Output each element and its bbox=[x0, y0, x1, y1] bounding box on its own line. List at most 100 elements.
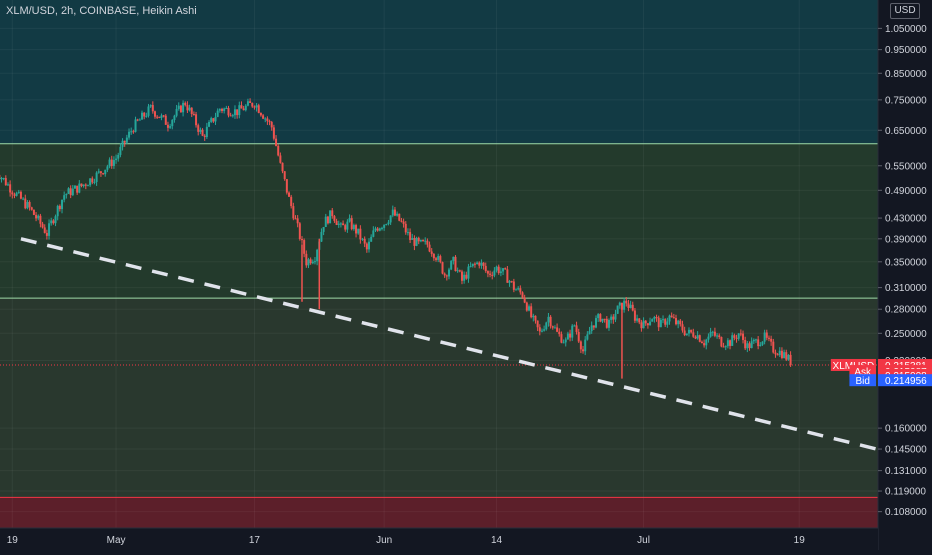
candle-down bbox=[277, 146, 279, 156]
candle-down bbox=[491, 275, 493, 276]
candle-up bbox=[586, 334, 588, 339]
candle-up bbox=[476, 263, 478, 264]
candle-down bbox=[269, 121, 271, 122]
candle-down bbox=[286, 179, 288, 193]
candle-up bbox=[515, 289, 517, 290]
price-tick-label: 0.131000 bbox=[885, 466, 927, 477]
candle-down bbox=[137, 119, 139, 120]
candle-down bbox=[100, 171, 102, 173]
candle-down bbox=[431, 251, 433, 253]
candle-down bbox=[740, 333, 742, 334]
candle-up bbox=[500, 271, 502, 273]
candle-down bbox=[124, 141, 126, 143]
time-tick-label: 17 bbox=[249, 535, 261, 546]
candle-down bbox=[377, 229, 379, 231]
price-tick-label: 0.490000 bbox=[885, 186, 927, 197]
candle-down bbox=[627, 303, 629, 308]
time-tick-label: May bbox=[107, 535, 126, 546]
candle-up bbox=[139, 120, 141, 121]
currency-button[interactable]: USD bbox=[890, 3, 920, 19]
candle-up bbox=[666, 321, 668, 324]
candle-up bbox=[7, 184, 9, 185]
candle-up bbox=[450, 261, 452, 270]
time-axis-background bbox=[0, 528, 878, 550]
candle-up bbox=[597, 314, 599, 318]
candle-up bbox=[340, 223, 342, 224]
candle-up bbox=[338, 224, 340, 225]
candle-down bbox=[5, 178, 7, 185]
candle-up bbox=[109, 160, 111, 167]
candle-down bbox=[111, 160, 113, 166]
candle-down bbox=[736, 338, 738, 339]
candle-up bbox=[643, 321, 645, 328]
candle-up bbox=[83, 185, 85, 187]
candle-up bbox=[554, 327, 556, 328]
candle-down bbox=[20, 192, 22, 199]
candle-down bbox=[418, 238, 420, 241]
candle-up bbox=[55, 216, 57, 223]
candle-down bbox=[772, 342, 774, 353]
candle-up bbox=[764, 333, 766, 342]
candle-down bbox=[249, 101, 251, 103]
candle-up bbox=[545, 323, 547, 330]
candle-down bbox=[703, 343, 705, 345]
candle-down bbox=[154, 111, 156, 116]
candle-down bbox=[422, 240, 424, 241]
candle-up bbox=[420, 240, 422, 241]
candle-down bbox=[13, 194, 15, 195]
bid-value: 0.214956 bbox=[885, 376, 927, 387]
candle-up bbox=[751, 341, 753, 348]
candle-up bbox=[96, 173, 98, 182]
candle-up bbox=[379, 228, 381, 230]
candle-up bbox=[705, 340, 707, 346]
candle-up bbox=[169, 126, 171, 128]
candle-up bbox=[368, 242, 370, 250]
candle-down bbox=[271, 122, 273, 127]
candle-down bbox=[163, 115, 165, 116]
candle-up bbox=[738, 333, 740, 338]
candle-down bbox=[718, 335, 720, 337]
candle-up bbox=[541, 331, 543, 332]
candle-up bbox=[563, 342, 565, 343]
candle-down bbox=[580, 341, 582, 349]
candle-up bbox=[173, 116, 175, 120]
candle-down bbox=[292, 206, 294, 218]
candle-down bbox=[251, 103, 253, 107]
candle-down bbox=[785, 352, 787, 360]
candle-up bbox=[104, 170, 106, 174]
candle-down bbox=[537, 321, 539, 328]
price-tick-label: 0.650000 bbox=[885, 126, 927, 137]
candle-up bbox=[731, 335, 733, 346]
candle-down bbox=[519, 288, 521, 292]
candle-down bbox=[191, 108, 193, 114]
candle-down bbox=[204, 136, 206, 137]
candle-down bbox=[656, 317, 658, 318]
candle-down bbox=[733, 335, 735, 338]
candle-down bbox=[42, 224, 44, 228]
candle-down bbox=[774, 353, 776, 355]
candle-up bbox=[411, 238, 413, 240]
time-tick-label: 19 bbox=[7, 535, 19, 546]
candle-up bbox=[329, 210, 331, 223]
candle-up bbox=[234, 109, 236, 115]
candle-down bbox=[284, 171, 286, 179]
candle-up bbox=[416, 238, 418, 246]
candle-down bbox=[550, 317, 552, 326]
candle-down bbox=[400, 221, 402, 222]
candle-up bbox=[147, 106, 149, 115]
price-axis[interactable]: 1.0500000.9500000.8500000.7500000.650000… bbox=[878, 0, 932, 550]
candle-down bbox=[310, 259, 312, 263]
time-tick-label: 14 bbox=[491, 535, 503, 546]
time-tick-label: Jun bbox=[376, 535, 392, 546]
candle-up bbox=[567, 334, 569, 340]
candle-up bbox=[48, 223, 50, 236]
candle-down bbox=[498, 267, 500, 273]
candle-down bbox=[202, 130, 204, 136]
zone-middle bbox=[0, 144, 878, 298]
candle-up bbox=[61, 200, 63, 209]
candle-up bbox=[396, 214, 398, 216]
candle-down bbox=[433, 254, 435, 258]
